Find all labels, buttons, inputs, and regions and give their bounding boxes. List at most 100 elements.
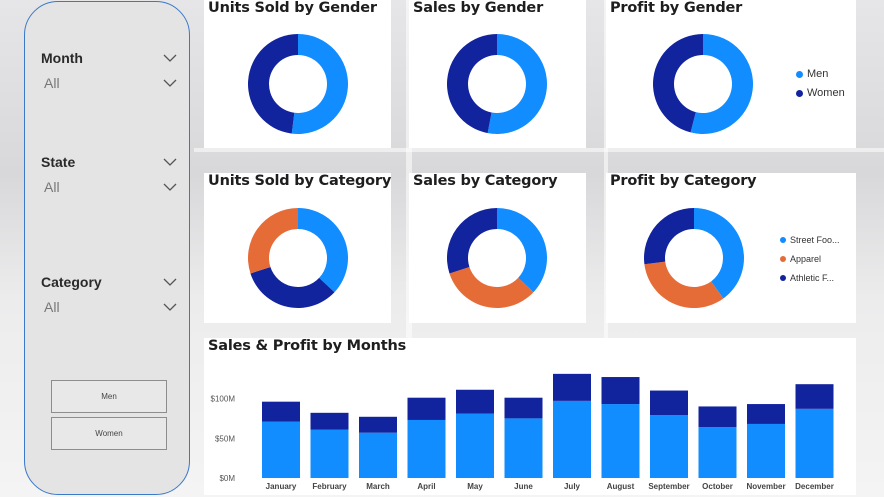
card-title: Sales by Category (413, 173, 558, 189)
legend-item-women[interactable]: Women (796, 87, 845, 99)
bar-profit-september[interactable] (650, 390, 688, 416)
bar-sales-april[interactable] (407, 419, 446, 478)
bar-profit-august[interactable] (601, 377, 640, 405)
month-slicer-value[interactable]: All (44, 75, 60, 91)
chevron-down-icon[interactable] (163, 182, 177, 192)
men-button[interactable]: Men (51, 380, 167, 413)
donut-slice-men[interactable] (291, 34, 348, 134)
bar-sales-october[interactable] (698, 427, 737, 478)
category-slicer-value[interactable]: All (44, 299, 60, 315)
legend-swatch (780, 256, 786, 262)
bar-sales-november[interactable] (747, 423, 785, 478)
x-tick-label: September (648, 482, 689, 491)
y-tick-label: $100M (211, 395, 236, 404)
bar-sales-january[interactable] (262, 421, 300, 478)
sales-by-category-card: Sales by Category (409, 173, 586, 323)
x-tick-label: October (702, 482, 733, 491)
chevron-down-icon[interactable] (163, 277, 177, 287)
bar-profit-june[interactable] (504, 397, 543, 419)
legend-label: Men (807, 68, 829, 80)
filter-panel: Month All State All Category All Men Wom… (24, 1, 190, 495)
x-tick-label: May (467, 482, 483, 491)
profit-by-category-card: Profit by Category Street Foo... Apparel… (606, 173, 856, 323)
bar-sales-march[interactable] (359, 432, 397, 478)
donut-slice-women[interactable] (247, 34, 298, 134)
legend-swatch (796, 89, 803, 97)
legend-item-men[interactable]: Men (796, 68, 845, 80)
bar-sales-july[interactable] (553, 400, 591, 478)
legend-label: Athletic F... (790, 273, 835, 283)
card-title: Profit by Gender (610, 0, 743, 16)
donut-slice-athletic-footwear[interactable] (250, 266, 335, 308)
category-legend: Street Foo... Apparel Athletic F... (780, 235, 840, 283)
donut-slice-street-footwear[interactable] (694, 208, 744, 299)
x-tick-label: April (417, 482, 435, 491)
state-slicer-label: State (41, 154, 76, 170)
x-tick-label: July (564, 482, 581, 491)
chevron-down-icon[interactable] (163, 157, 177, 167)
gender-legend: Men Women (796, 68, 845, 99)
state-slicer-value[interactable]: All (44, 179, 60, 195)
chart-title: Sales & Profit by Months (208, 338, 407, 354)
units-by-category-card: Units Sold by Category (204, 173, 391, 323)
women-button[interactable]: Women (51, 417, 167, 450)
y-tick-label: $50M (215, 434, 235, 443)
bar-profit-july[interactable] (553, 373, 591, 401)
donut-slice-street-footwear[interactable] (497, 208, 547, 293)
bar-profit-april[interactable] (407, 397, 446, 420)
sales-by-gender-donut[interactable] (446, 33, 548, 135)
x-tick-label: March (366, 482, 390, 491)
units-by-gender-card: Units Sold by Gender (204, 0, 391, 148)
card-title: Profit by Category (610, 173, 757, 189)
chevron-down-icon[interactable] (163, 53, 177, 63)
card-title: Units Sold by Category (208, 173, 392, 189)
donut-slice-apparel[interactable] (449, 266, 534, 308)
donut-slice-women[interactable] (653, 34, 703, 133)
donut-slice-men[interactable] (487, 34, 548, 134)
profit-by-gender-donut[interactable] (652, 33, 754, 135)
bar-sales-august[interactable] (601, 404, 640, 478)
sales-by-category-donut[interactable] (446, 207, 548, 309)
bar-profit-december[interactable] (795, 384, 834, 409)
units-by-category-donut[interactable] (247, 207, 349, 309)
x-tick-label: December (795, 482, 834, 491)
x-tick-label: November (746, 482, 785, 491)
bar-sales-december[interactable] (795, 408, 834, 478)
donut-slice-street-footwear[interactable] (298, 208, 348, 293)
category-slicer-label: Category (41, 274, 102, 290)
month-slicer-label: Month (41, 50, 83, 66)
bar-sales-may[interactable] (456, 413, 494, 478)
bar-sales-september[interactable] (650, 415, 688, 478)
legend-item-apparel[interactable]: Apparel (780, 254, 840, 264)
donut-slice-apparel[interactable] (248, 208, 298, 274)
bar-profit-february[interactable] (310, 412, 349, 430)
y-tick-label: $0M (219, 474, 235, 483)
x-tick-label: January (266, 482, 297, 491)
donut-slice-athletic-footwear[interactable] (644, 208, 694, 265)
profit-by-category-donut[interactable] (643, 207, 745, 309)
bar-sales-february[interactable] (310, 429, 349, 478)
donut-slice-athletic-footwear[interactable] (447, 208, 497, 274)
bar-profit-march[interactable] (359, 416, 397, 433)
bar-sales-june[interactable] (504, 418, 543, 478)
chevron-down-icon[interactable] (163, 302, 177, 312)
units-by-gender-donut[interactable] (247, 33, 349, 135)
bar-profit-october[interactable] (698, 406, 737, 428)
donut-slice-apparel[interactable] (644, 261, 724, 308)
bar-profit-may[interactable] (456, 389, 494, 414)
bar-profit-january[interactable] (262, 401, 300, 422)
legend-swatch (780, 275, 786, 281)
legend-label: Apparel (790, 254, 822, 264)
x-tick-label: August (607, 482, 635, 491)
legend-item-street-footwear[interactable]: Street Foo... (780, 235, 840, 245)
chevron-down-icon[interactable] (163, 78, 177, 88)
sales-profit-bar-chart[interactable]: $0M $50M $100M January February March April May… (204, 338, 856, 495)
legend-swatch (780, 237, 786, 243)
legend-item-athletic-footwear[interactable]: Athletic F... (780, 273, 840, 283)
legend-label: Women (807, 87, 845, 99)
donut-slice-women[interactable] (447, 34, 497, 134)
bar-profit-november[interactable] (747, 404, 785, 424)
legend-label: Street Foo... (790, 235, 840, 245)
card-title: Units Sold by Gender (208, 0, 377, 16)
donut-slice-men[interactable] (690, 34, 753, 134)
